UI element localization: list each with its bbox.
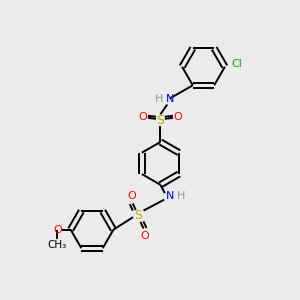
Text: S: S — [156, 114, 164, 127]
Text: CH₃: CH₃ — [47, 239, 67, 250]
Text: N: N — [165, 94, 174, 104]
Text: Cl: Cl — [232, 59, 243, 69]
Text: N: N — [166, 191, 175, 201]
Text: O: O — [173, 112, 182, 122]
Text: O: O — [139, 112, 148, 122]
Text: H: H — [155, 94, 163, 104]
Text: S: S — [134, 209, 142, 223]
Text: O: O — [141, 231, 149, 241]
Text: O: O — [53, 225, 62, 235]
Text: O: O — [127, 191, 136, 201]
Text: H: H — [177, 191, 186, 201]
